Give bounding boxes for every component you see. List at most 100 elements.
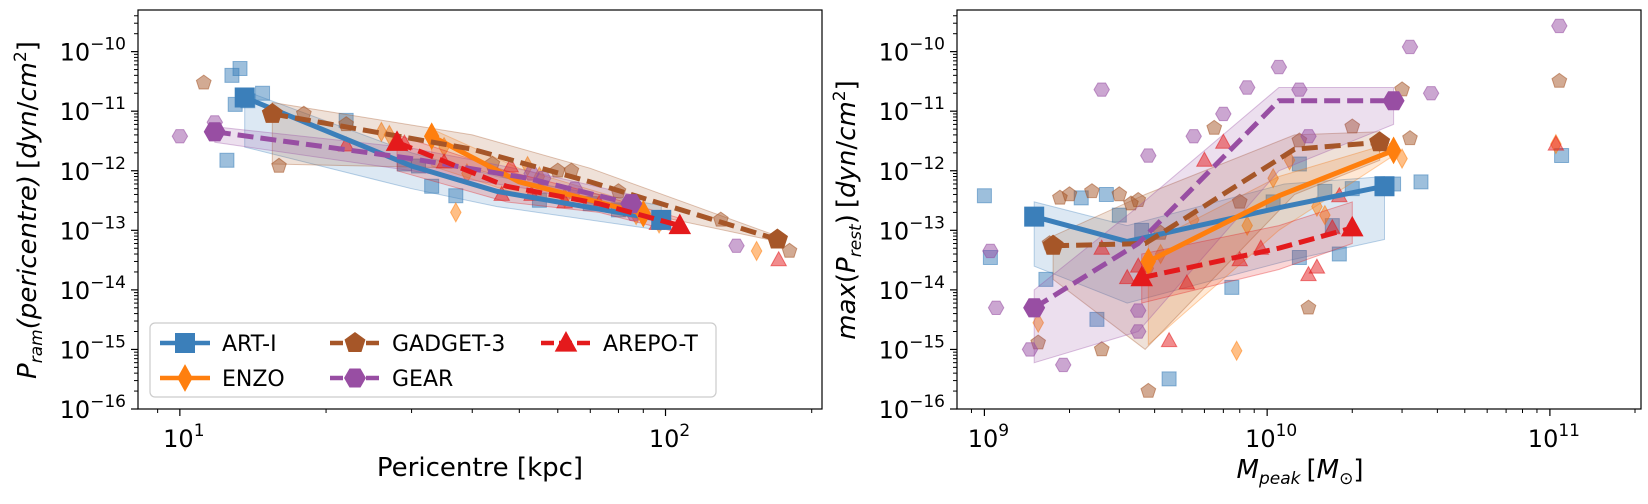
right-median-line-art-i [1033, 183, 1385, 245]
right-point-art-i-8 [1161, 371, 1177, 387]
right-point-gear-4 [1093, 82, 1110, 97]
legend-item-gadget-3: GADGET-3 [330, 331, 505, 357]
right-point-art-i-6 [1111, 207, 1127, 223]
right-point-arepo-t-4 [1178, 274, 1196, 290]
left-median-line-arepo-t [396, 139, 681, 229]
right-point-art-i-5 [1098, 186, 1114, 202]
right-point-gear-14 [1422, 86, 1440, 101]
right-series-gear [982, 18, 1568, 373]
right-median-endpoint-gadget-3-0 [1042, 234, 1064, 255]
legend-label-gear: GEAR [392, 367, 453, 392]
right-point-gadget-3-18 [1551, 72, 1568, 88]
legend-marker-gear [344, 368, 366, 388]
right-point-gear-7 [1185, 129, 1202, 144]
right-chart: 10−10 10−11 10−12 10−13 10−14 10−15 10−16 109 10… [830, 9, 1642, 489]
right-x-tick-label-2: 1011 [1528, 421, 1580, 453]
right-median-line-enzo [1147, 148, 1395, 264]
right-median-endpoint-art-i-1 [1374, 176, 1395, 197]
right-median-endpoint-enzo-1 [1385, 136, 1402, 165]
right-x-tick-label-1: 1010 [1245, 421, 1297, 453]
right-point-gadget-3-4 [1084, 183, 1100, 199]
right-point-enzo-11 [1396, 148, 1408, 170]
left-x-tick-label-0: 101 [163, 421, 204, 453]
right-point-arepo-t-10 [1308, 258, 1326, 274]
left-median-endpoint-art-i-0 [234, 87, 255, 108]
right-median-endpoint-art-i-0 [1024, 206, 1045, 227]
right-point-gadget-3-5 [1093, 341, 1110, 357]
left-median-endpoint-gear-1 [620, 194, 643, 214]
right-point-art-i-9 [1224, 279, 1240, 295]
legend-label-enzo: ENZO [222, 367, 285, 392]
legend: ART-I GADGET-3 AREPO-T ENZO GEAR [149, 322, 717, 398]
legend-item-enzo: ENZO [160, 364, 285, 392]
left-median-endpoint-gadget-3-0 [261, 102, 283, 123]
left-y-tick-label-3: 10−13 [60, 213, 126, 245]
right-point-gear-15 [1551, 18, 1568, 34]
right-median-endpoint-gear-0 [1023, 298, 1046, 318]
left-point-arepo-t-4 [502, 156, 520, 173]
right-point-gear-9 [1238, 80, 1256, 95]
right-point-enzo-6 [1267, 167, 1279, 189]
left-chart: 10−10 10−11 10−12 10−13 10−14 10−15 10−16 101 10… [11, 9, 823, 483]
right-point-art-i-19 [1291, 249, 1307, 265]
legend-label-gadget-3: GADGET-3 [392, 332, 505, 357]
left-point-enzo-3 [449, 201, 462, 223]
right-point-gadget-3-9 [1140, 382, 1157, 398]
left-y-tick-label-6: 10−16 [60, 392, 126, 424]
right-point-gear-8 [1215, 106, 1232, 122]
right-median-line-gear [1032, 98, 1394, 310]
left-point-enzo-10 [750, 240, 763, 262]
right-x-tick-label-0: 109 [968, 421, 1009, 453]
left-y-tick-label-5: 10−15 [60, 332, 126, 364]
right-point-art-i-0 [976, 188, 992, 204]
left-median-endpoint-arepo-t-1 [668, 213, 692, 235]
left-point-gadget-3-0 [195, 74, 212, 90]
legend-marker-gadget-3 [344, 331, 366, 352]
left-line-group-gear [203, 122, 643, 214]
right-point-arepo-t-5 [1195, 151, 1213, 167]
left-median-endpoint-gadget-3-1 [766, 228, 788, 249]
right-point-gear-0 [982, 243, 999, 259]
left-median-line-art-i [243, 95, 662, 223]
left-median-endpoint-gear-0 [203, 122, 226, 142]
right-point-enzo-9 [1319, 204, 1331, 226]
right-point-art-i-11 [1291, 156, 1307, 172]
left-median-endpoint-enzo-0 [423, 122, 440, 151]
right-line-group-gear [1023, 91, 1405, 318]
legend-item-gear: GEAR [330, 367, 453, 392]
right-point-gadget-3-14 [1300, 299, 1317, 315]
left-point-art-i-9 [424, 178, 440, 194]
left-y-axis-label: Pram(pericentre)[dyn/cm2] [11, 41, 47, 379]
left-point-enzo-0 [375, 121, 388, 143]
right-point-gadget-3-6 [1111, 186, 1128, 202]
left-plot-frame [137, 9, 823, 410]
right-point-gear-16 [1129, 324, 1147, 339]
legend-label-art-i: ART-I [222, 332, 277, 357]
legend-marker-enzo [177, 364, 193, 392]
legend-marker-art-i [175, 333, 195, 353]
right-point-arepo-t-3 [1160, 331, 1178, 348]
right-plot-frame [956, 9, 1642, 410]
left-point-art-i-1 [232, 61, 248, 77]
left-y-tick-label-0: 10−10 [60, 35, 126, 67]
right-median-line-arepo-t [1141, 225, 1353, 281]
right-y-tick-label-5: 10−15 [879, 332, 945, 364]
right-median-line-gadget-3 [1053, 139, 1380, 249]
right-point-art-i-2 [1038, 271, 1054, 287]
right-point-art-i-14 [1331, 246, 1347, 262]
right-point-gear-3 [1054, 357, 1072, 373]
right-band-gear [1033, 87, 1395, 364]
right-point-gear-11 [1291, 82, 1308, 97]
left-line-group-gadget-3 [261, 102, 788, 249]
right-y-tick-label-1: 10−11 [879, 94, 945, 126]
right-point-gear-2 [1021, 342, 1039, 357]
left-point-gear-0 [171, 129, 189, 144]
right-series-art-i [976, 148, 1570, 387]
right-median-endpoint-arepo-t-1 [1340, 215, 1364, 237]
right-band-art-i [1033, 175, 1385, 304]
right-point-arepo-t-6 [1214, 133, 1232, 149]
right-line-group-art-i [1024, 176, 1395, 245]
left-point-arepo-t-10 [770, 250, 788, 267]
right-line-group-arepo-t [1130, 215, 1364, 287]
